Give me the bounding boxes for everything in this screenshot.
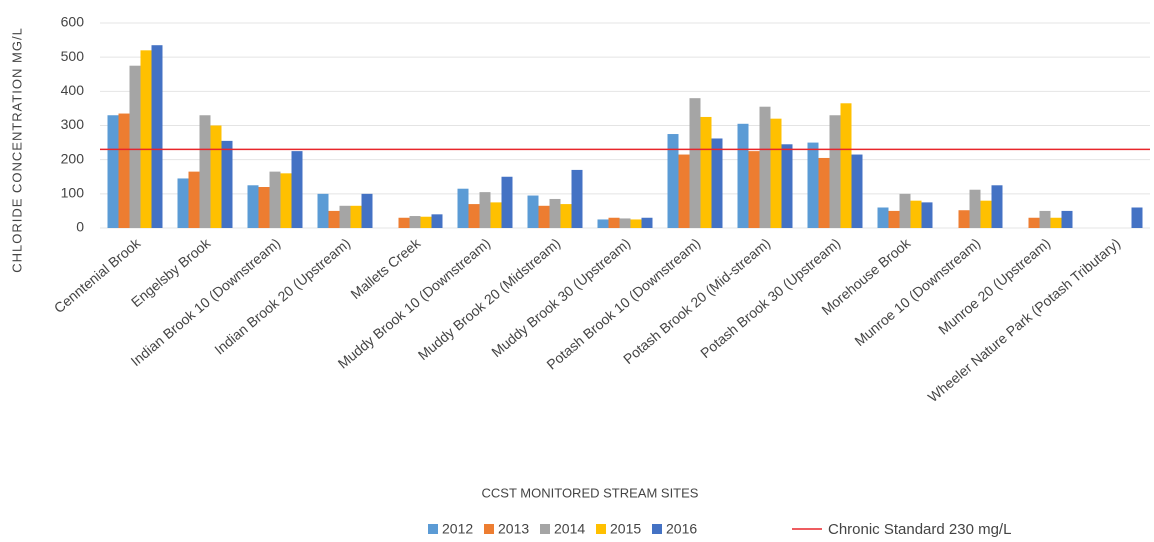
bar <box>619 218 631 228</box>
x-tick-label: Cenntenial Brook <box>51 234 144 316</box>
x-tick-label: Mallets Creek <box>347 234 424 302</box>
legend-swatch <box>540 524 550 534</box>
bar <box>431 214 443 228</box>
bar <box>118 113 130 228</box>
bar <box>641 217 653 228</box>
bar <box>678 154 690 228</box>
y-axis-title: CHLORIDE CONCENTRATION MG/L <box>9 27 24 273</box>
bar <box>210 125 222 228</box>
bar <box>958 210 970 228</box>
bar <box>711 138 723 228</box>
bar <box>527 195 539 228</box>
bar <box>781 144 793 228</box>
bar <box>468 204 480 228</box>
bar <box>221 140 233 228</box>
bar <box>877 207 889 228</box>
bar <box>490 202 502 228</box>
bar <box>899 193 911 228</box>
x-tick-label: Muddy Brook 20 (Midstream) <box>415 235 564 363</box>
bar <box>280 173 292 228</box>
bar <box>538 205 550 228</box>
bar <box>350 205 362 228</box>
legend-label: 2015 <box>610 521 641 537</box>
y-tick-label: 200 <box>61 150 85 166</box>
bar <box>129 65 141 228</box>
bar <box>420 216 432 228</box>
legend-swatch <box>428 524 438 534</box>
bar <box>991 185 1003 228</box>
legend-swatch <box>596 524 606 534</box>
bar <box>969 189 981 228</box>
bar <box>980 200 992 228</box>
bar <box>818 157 830 228</box>
bar <box>840 103 852 228</box>
bar <box>140 50 152 229</box>
bar <box>829 115 841 228</box>
bar <box>409 216 421 228</box>
x-tick-label: Potash Brook 30 (Upstream) <box>697 235 843 361</box>
legend-label: 2012 <box>442 521 473 537</box>
bar <box>910 200 922 228</box>
bar <box>1028 217 1040 228</box>
bar <box>851 154 863 228</box>
bar <box>737 123 749 228</box>
legend-swatch <box>484 524 494 534</box>
x-tick-label: Indian Brook 10 (Downstream) <box>128 235 284 369</box>
x-tick-label: Munroe 10 (Downstream) <box>851 235 983 349</box>
bar <box>560 204 572 228</box>
bar <box>748 151 760 228</box>
y-tick-label: 100 <box>61 185 85 201</box>
x-tick-label: Indian Brook 20 (Upstream) <box>211 235 353 358</box>
bar <box>700 116 712 228</box>
bar <box>177 178 189 228</box>
bar <box>291 151 303 228</box>
bar <box>571 169 583 228</box>
bar <box>689 98 701 229</box>
y-tick-label: 300 <box>61 116 85 132</box>
bar <box>188 171 200 228</box>
bar <box>888 210 900 228</box>
legend-label: 2016 <box>666 521 697 537</box>
bar <box>317 193 329 228</box>
y-tick-label: 600 <box>61 14 85 30</box>
bar <box>328 210 340 228</box>
y-tick-label: 0 <box>76 219 84 235</box>
legend-swatch <box>652 524 662 534</box>
bar <box>269 171 281 228</box>
bar <box>107 115 119 228</box>
bar <box>667 134 679 228</box>
y-tick-label: 500 <box>61 48 85 64</box>
bar <box>630 219 642 228</box>
y-tick-label: 400 <box>61 82 85 98</box>
legend-label: 2013 <box>498 521 529 537</box>
bar <box>921 202 933 228</box>
bar <box>807 142 819 228</box>
bar <box>549 198 561 228</box>
bar <box>151 45 163 229</box>
bar <box>247 185 259 228</box>
bar <box>199 115 211 228</box>
bar <box>770 118 782 228</box>
bar <box>1050 217 1062 228</box>
bar <box>1131 207 1143 228</box>
bar <box>258 187 270 228</box>
bar <box>1039 210 1051 228</box>
bar <box>479 192 491 228</box>
x-axis-title: CCST MONITORED STREAM SITES <box>482 485 699 500</box>
bar <box>501 176 513 228</box>
x-tick-label: Munroe 20 (Upstream) <box>935 235 1053 338</box>
legend-label: Chronic Standard 230 mg/L <box>828 521 1011 538</box>
x-tick-label: Potash Brook 20 (Mid-stream) <box>620 235 773 367</box>
x-tick-label: Muddy Brook 30 (Upstream) <box>488 235 633 360</box>
bar <box>339 205 351 228</box>
bar <box>608 217 620 228</box>
bar <box>457 188 469 228</box>
bar <box>1061 210 1073 228</box>
bar <box>398 217 410 228</box>
bar <box>597 219 609 228</box>
bar <box>759 106 771 228</box>
bar <box>361 193 373 228</box>
legend-label: 2014 <box>554 521 585 537</box>
